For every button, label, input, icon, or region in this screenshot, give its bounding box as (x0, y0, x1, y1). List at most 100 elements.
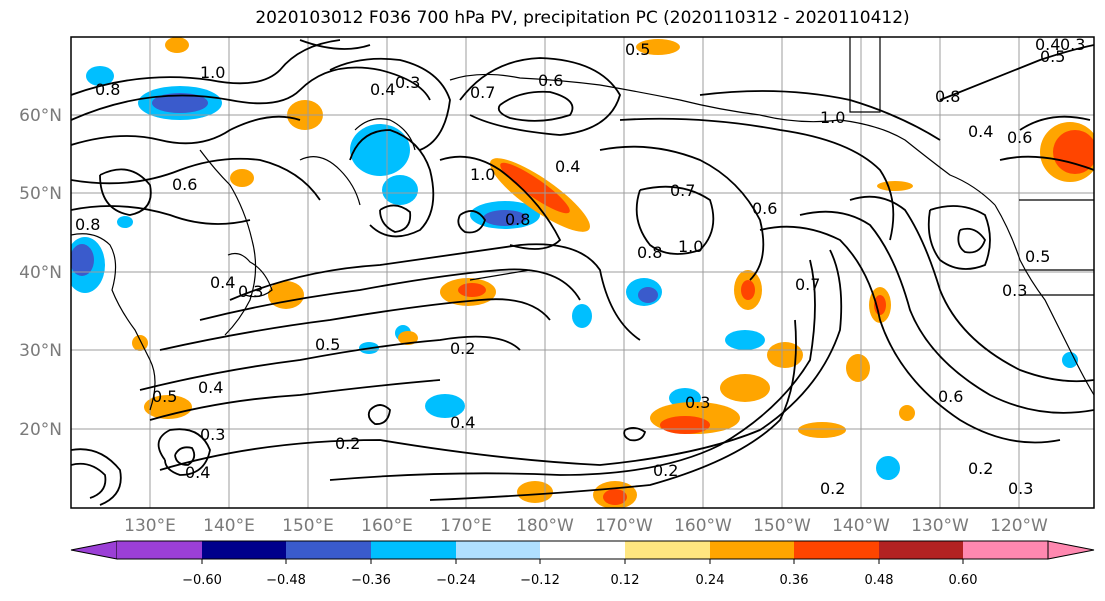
pos-blob (230, 169, 254, 187)
contour-line (71, 205, 251, 225)
contour-line (799, 210, 1094, 414)
colorbar-tick-label: 0.48 (865, 573, 894, 588)
coastlines (71, 37, 1094, 411)
neg-blob (876, 456, 900, 480)
contour-label: 0.3 (1060, 35, 1085, 54)
contour-line (367, 404, 391, 425)
colorbar-tick-label: 0.24 (696, 573, 725, 588)
pos-blob (398, 331, 418, 345)
colorbar-segment (371, 541, 456, 559)
contour-line (999, 155, 1094, 171)
lon-label: 150°W (753, 516, 811, 536)
neg-blob (638, 287, 658, 303)
pos-blob (1053, 130, 1094, 174)
colorbar-segment (1047, 540, 1095, 560)
colorbar-tick-label: 0.60 (949, 573, 978, 588)
contour-line (139, 335, 521, 391)
lon-label: 170°E (440, 516, 492, 536)
contour-line (149, 379, 441, 421)
contour-label: 0.8 (75, 215, 100, 234)
contour-label: 0.4 (210, 273, 235, 292)
contour-label: 0.2 (820, 479, 845, 498)
neg-blob (86, 66, 114, 86)
lon-label: 160°W (674, 516, 732, 536)
neg-blob (725, 330, 765, 350)
neg-blob (117, 216, 133, 228)
contour-line (927, 205, 991, 270)
contour-line (199, 268, 581, 321)
contour-label: 0.8 (95, 80, 120, 99)
pos-blob (268, 281, 304, 309)
pos-blob (132, 335, 148, 351)
colorbar-segment (70, 540, 118, 560)
pos-blob (767, 342, 803, 368)
contour-label: 1.0 (678, 237, 703, 256)
colorbar-segment (540, 541, 625, 559)
lon-label: 140°E (203, 516, 255, 536)
contour-label: 0.5 (315, 335, 340, 354)
colorbar-tick-label: −0.24 (436, 573, 476, 588)
contour-label: 0.3 (1002, 281, 1027, 300)
pos-blob (899, 405, 915, 421)
contour-label: 1.0 (470, 165, 495, 184)
contour-line (957, 227, 986, 254)
colorbar-tick-label: 0.36 (780, 573, 809, 588)
map-frame (70, 36, 1095, 509)
contour-label: 0.2 (968, 459, 993, 478)
neg-blob (572, 304, 592, 328)
contour-label: 0.2 (653, 461, 678, 480)
contour-line (497, 90, 574, 122)
pos-blob (517, 481, 553, 503)
contour-line (71, 462, 107, 499)
colorbar: −0.60 −0.48 −0.36 −0.24 −0.12 0.12 0.24 … (70, 540, 1095, 588)
contour-label: 0.8 (505, 210, 530, 229)
pos-blob (603, 489, 627, 505)
contour-line (457, 210, 486, 234)
contour-line (1019, 115, 1091, 131)
colorbar-segment (286, 541, 371, 559)
lon-label: 120°W (990, 516, 1048, 536)
contour-line (699, 90, 941, 141)
contour-line (71, 448, 122, 506)
contour-label: 0.4 (555, 157, 580, 176)
neg-blob (382, 175, 418, 205)
colorbar-tick-label: −0.48 (266, 573, 306, 588)
contour-label: 1.0 (200, 63, 225, 82)
colorbar-segment (710, 541, 794, 559)
contour-line (759, 225, 1061, 444)
contour-label: 0.6 (1007, 128, 1032, 147)
contour-line (599, 145, 765, 281)
colorbar-tick-label: −0.60 (182, 573, 222, 588)
colorbar-segment (202, 541, 286, 559)
contour-label: 0.4 (450, 413, 475, 432)
pos-blob (500, 162, 570, 214)
contour-line (379, 204, 412, 233)
neg-blob (425, 394, 465, 418)
contour-label: 0.4 (1035, 35, 1060, 54)
contour-line (439, 155, 562, 250)
contour-line (849, 195, 1094, 383)
lon-label: 180°W (516, 516, 574, 536)
contour-line (619, 117, 895, 241)
contour-line (157, 428, 211, 476)
contour-line (174, 446, 196, 466)
colorbar-segment (625, 541, 710, 559)
contour-line (299, 39, 371, 50)
neg-blob (1062, 352, 1078, 368)
contour-label: 0.5 (625, 40, 650, 59)
contour-line (429, 319, 797, 501)
pos-blob (458, 283, 486, 297)
pos-blob (877, 181, 913, 191)
contour-line (159, 298, 551, 351)
pos-blob (846, 354, 870, 382)
colorbar-segment (794, 541, 879, 559)
contour-line (71, 39, 341, 96)
latitude-labels: 60°N 50°N 40°N 30°N 20°N (19, 106, 62, 440)
pos-blob (741, 280, 755, 300)
lat-label: 20°N (19, 420, 62, 440)
contour-line (329, 57, 451, 151)
contour-line (71, 115, 301, 146)
map-title: 2020103012 F036 700 hPa PV, precipitatio… (255, 8, 910, 28)
colorbar-tick-label: −0.36 (351, 573, 391, 588)
